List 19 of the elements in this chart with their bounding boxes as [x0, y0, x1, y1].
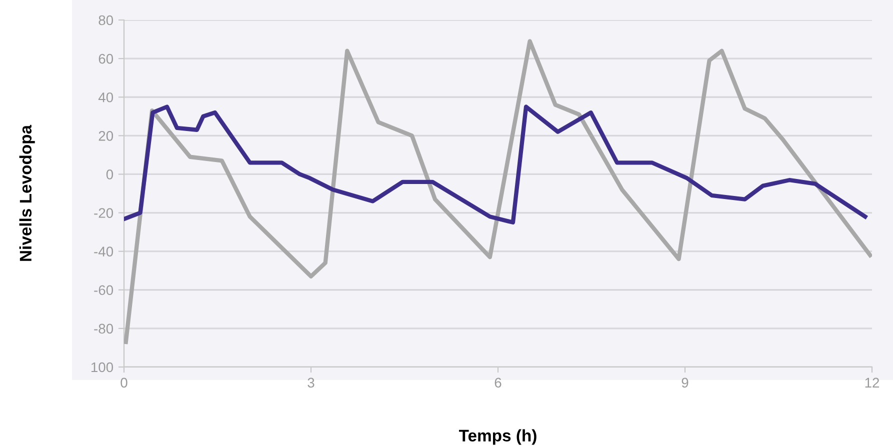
- y-tick-label: 20: [98, 131, 114, 141]
- y-tick-label: -20: [94, 208, 114, 218]
- x-tick-label: 12: [865, 378, 880, 388]
- x-tick-label: 3: [308, 378, 314, 388]
- line-series: [124, 39, 872, 344]
- line-series: [124, 104, 868, 224]
- y-tick-label: 60: [98, 54, 114, 64]
- x-tick-label: 6: [494, 378, 502, 388]
- y-tick-label: 80: [98, 15, 114, 26]
- y-tick-label: -40: [94, 246, 114, 257]
- y-tick-label: 0: [106, 170, 114, 180]
- y-tick-label: -80: [94, 324, 114, 334]
- y-tick-label: 40: [98, 92, 114, 102]
- y-tick-label: 100: [91, 362, 114, 372]
- x-axis-title: Temps (h): [458, 429, 536, 445]
- y-axis-title: Nivells Levodopa: [19, 124, 35, 261]
- y-tick-label: -60: [94, 285, 114, 296]
- x-tick-label: 9: [682, 378, 688, 388]
- x-tick-label: 0: [120, 378, 128, 388]
